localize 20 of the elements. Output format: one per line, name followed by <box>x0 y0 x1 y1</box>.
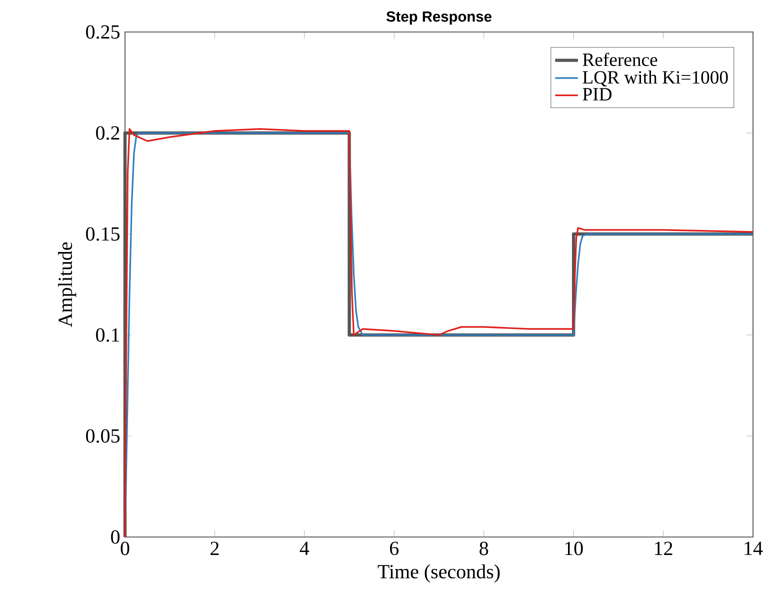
x-axis-title: Time (seconds) <box>378 564 500 583</box>
chart-title: Step Response <box>386 11 492 25</box>
legend-label: Reference <box>582 52 658 66</box>
x-tick-label: 6 <box>390 542 399 556</box>
x-tick-label: 12 <box>655 542 672 555</box>
x-tick-label: 0 <box>120 542 130 556</box>
y-axis-title: Amplitude <box>58 242 76 328</box>
x-tick-label: 2 <box>210 542 219 555</box>
y-tick-label: 0.05 <box>86 429 120 443</box>
x-tick-label: 8 <box>480 542 488 556</box>
x-tick-label: 10 <box>565 542 583 556</box>
y-tick-label: 0.15 <box>86 227 120 241</box>
x-tick-label: 4 <box>300 542 310 555</box>
y-tick-label: 0.25 <box>86 25 120 39</box>
legend-label: LQR with Ki=1000 <box>582 70 728 87</box>
legend-label: PID <box>582 88 612 100</box>
x-tick-label: 14 <box>744 542 763 555</box>
y-tick-label: 0 <box>111 530 120 544</box>
y-tick-label: 0.2 <box>96 126 120 140</box>
y-tick-label: 0.1 <box>96 328 120 342</box>
